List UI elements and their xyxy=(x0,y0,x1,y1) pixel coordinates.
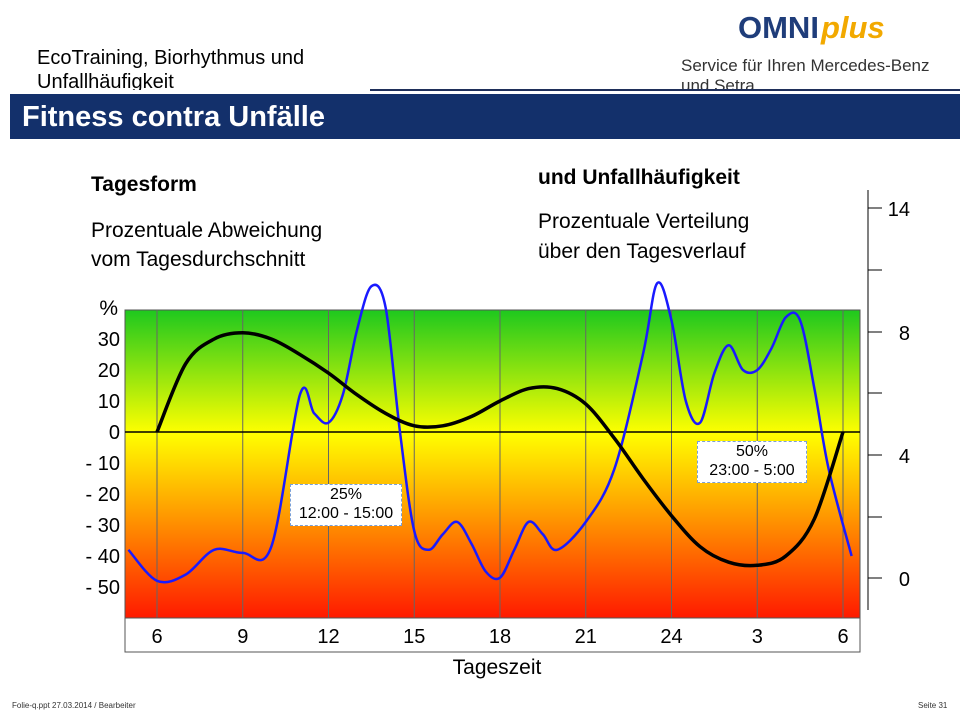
right-description-line2: über den Tagesverlauf xyxy=(538,240,746,263)
x-tick-label: 15 xyxy=(403,626,425,648)
left-description-line1: Prozentuale Abweichung xyxy=(91,219,323,242)
x-tick-label: 21 xyxy=(575,626,597,648)
annotation-night-time: 23:00 - 5:00 xyxy=(709,462,795,479)
x-tick-label: 6 xyxy=(151,626,162,648)
grid-lines xyxy=(156,310,844,618)
left-description-line2: vom Tagesdurchschnitt xyxy=(91,248,306,271)
annotation-midday-share: 25% xyxy=(329,486,363,503)
left-tick-label: 20 xyxy=(98,360,120,382)
x-tick-label: 18 xyxy=(489,626,511,648)
x-axis-strip xyxy=(124,617,861,653)
left-tick-label: 0 xyxy=(109,422,120,444)
left-tick-label: - 40 xyxy=(86,546,120,568)
omniplus-logo: OMNIplus xyxy=(738,10,885,46)
slide-title: Fitness contra Unfälle xyxy=(22,101,325,133)
annotation-box-night: 50% 23:00 - 5:00 xyxy=(697,441,807,483)
left-axis-ticks: 30 20 10 0 - 10 - 20 - 30 - 40 - 50 xyxy=(86,329,120,599)
x-axis-label: Tageszeit xyxy=(453,656,542,679)
header-topic: EcoTraining, Biorhythmus und Unfallhäufi… xyxy=(37,47,305,90)
left-heading: Tagesform xyxy=(91,173,197,196)
logo-main-text: OMNI xyxy=(738,10,819,45)
x-tick-label: 6 xyxy=(837,626,848,648)
annotation-midday-time: 12:00 - 15:00 xyxy=(298,505,394,522)
x-tick-labels: 6 9 12 15 18 21 24 3 6 xyxy=(151,626,848,648)
x-tick-label: 24 xyxy=(660,626,682,648)
left-tick-label: - 50 xyxy=(86,577,120,599)
annotation-box-midday: 25% 12:00 - 15:00 xyxy=(290,484,402,526)
left-tick-label: 10 xyxy=(98,391,120,413)
logo-plus-text: plus xyxy=(820,10,885,45)
footer-page-number: Seite 31 xyxy=(918,701,948,710)
right-description-line1: Prozentuale Verteilung xyxy=(538,210,750,233)
left-tick-label: 30 xyxy=(98,329,120,351)
left-tick-label: - 20 xyxy=(86,484,120,506)
x-tick-label: 3 xyxy=(752,626,763,648)
y-axis-unit: % xyxy=(99,297,118,320)
right-heading: und Unfallhäufigkeit xyxy=(538,166,740,189)
series-line-unfallhaeufigkeit xyxy=(127,281,853,584)
header-divider xyxy=(370,89,960,91)
right-tick-label: 4 xyxy=(899,446,910,468)
left-tick-label: - 10 xyxy=(86,453,120,475)
right-axis-ticks: 14 8 4 0 xyxy=(868,199,910,591)
annotation-night-share: 50% xyxy=(735,443,769,460)
right-tick-label: 0 xyxy=(899,569,910,591)
series-line-tagesform xyxy=(155,331,845,568)
title-bar xyxy=(10,94,960,139)
right-tick-label: 8 xyxy=(899,323,910,345)
left-tick-label: - 30 xyxy=(86,515,120,537)
x-tick-label: 9 xyxy=(237,626,248,648)
footer-file-info: Folie-q.ppt 27.03.2014 / Bearbeiter xyxy=(12,701,136,710)
right-tick-label: 14 xyxy=(888,199,910,221)
x-tick-label: 12 xyxy=(317,626,339,648)
